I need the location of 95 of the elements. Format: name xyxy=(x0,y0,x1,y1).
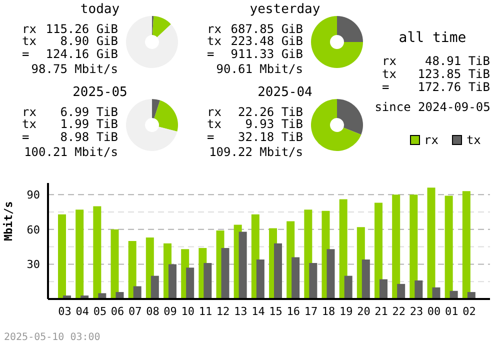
x-tick-label: 03 xyxy=(58,304,72,318)
text: 109.22 Mbit/s xyxy=(208,145,303,159)
bar xyxy=(110,229,119,299)
text: rx 48.91 TiB xyxy=(382,54,490,68)
chart-title: 2025-04 xyxy=(256,85,314,100)
x-tick-label: 15 xyxy=(269,304,282,318)
bar xyxy=(309,263,318,299)
text: rx 22.26 TiB xyxy=(207,105,303,119)
bar xyxy=(128,241,136,299)
bar xyxy=(150,276,159,299)
bar xyxy=(362,260,370,299)
text: all time xyxy=(398,30,468,46)
donut-slice xyxy=(311,99,362,151)
text: 100.21 Mbit/s xyxy=(23,145,118,159)
donut-slice xyxy=(152,16,171,38)
bar xyxy=(186,268,194,299)
y-tick-label: 60 xyxy=(26,223,40,236)
donut-slice xyxy=(152,99,160,118)
x-tick-label: 08 xyxy=(146,304,160,318)
bar xyxy=(93,206,102,299)
legend-label: rx xyxy=(424,133,438,147)
bar xyxy=(462,191,470,299)
x-tick-label: 21 xyxy=(374,304,388,318)
x-tick-label: 12 xyxy=(216,304,230,318)
x-tick-label: 20 xyxy=(357,304,370,318)
bar xyxy=(444,196,453,299)
text: = 911.33 GiB xyxy=(207,47,303,61)
x-tick-label: 04 xyxy=(76,304,90,318)
x-tick-label: 14 xyxy=(252,304,266,318)
bar xyxy=(414,280,423,299)
bar xyxy=(204,263,212,299)
bar xyxy=(339,199,348,299)
text: since 2024-09-05 xyxy=(374,100,492,114)
x-tick-label: 09 xyxy=(164,304,177,318)
x-tick-label: 18 xyxy=(322,304,336,318)
donut-slice xyxy=(311,16,363,68)
bar xyxy=(326,249,335,299)
bar xyxy=(58,214,66,299)
x-tick-label: 13 xyxy=(234,304,248,318)
text: tx 223.48 GiB xyxy=(207,34,303,48)
text: tx 9.93 TiB xyxy=(207,117,303,131)
text: 90.61 Mbit/s xyxy=(215,62,303,76)
text: 2025-05-10 03:00 xyxy=(4,332,100,343)
text: = 172.76 TiB xyxy=(382,80,490,94)
x-tick-label: 10 xyxy=(181,304,194,318)
bar xyxy=(76,210,84,299)
chart-title: today xyxy=(79,2,121,17)
bar xyxy=(168,264,176,299)
text: = 32.18 TiB xyxy=(207,130,303,144)
text: tx 1.99 TiB xyxy=(22,117,118,131)
text: 98.75 Mbit/s xyxy=(30,62,118,76)
bar xyxy=(392,194,400,299)
x-tick-label: 02 xyxy=(462,304,476,318)
text: rx 115.26 GiB xyxy=(22,22,118,36)
x-tick-label: 16 xyxy=(286,304,300,318)
bar xyxy=(432,287,440,299)
text: = 8.98 TiB xyxy=(22,130,118,144)
y-axis-title: Mbit/s xyxy=(2,201,15,241)
x-tick-label: 07 xyxy=(128,304,142,318)
bar xyxy=(344,276,352,299)
text: rx 687.85 GiB xyxy=(207,22,303,36)
y-tick-label: 30 xyxy=(26,258,40,272)
x-tick-label: 17 xyxy=(304,304,318,318)
donut-slice xyxy=(337,99,363,135)
x-tick-label: 11 xyxy=(198,304,212,318)
donut-slice xyxy=(126,99,178,151)
bar xyxy=(238,232,247,299)
legend-label: tx xyxy=(466,133,481,147)
bar xyxy=(133,286,142,299)
donut-slice xyxy=(154,100,178,132)
text: tx 123.85 TiB xyxy=(382,67,490,81)
chart-title: 2025-05 xyxy=(72,85,128,100)
chart-title: yesterday xyxy=(248,2,322,17)
bar xyxy=(274,243,282,299)
y-tick-label: 90 xyxy=(26,188,40,202)
bar xyxy=(397,284,406,299)
bar xyxy=(427,188,436,299)
x-tick-label: 19 xyxy=(340,304,353,318)
x-tick-label: 23 xyxy=(410,304,424,318)
text: rx 6.99 TiB xyxy=(22,105,118,119)
bar xyxy=(292,257,300,299)
bar xyxy=(410,194,418,299)
x-tick-label: 00 xyxy=(427,304,441,318)
donut-slice xyxy=(126,16,178,68)
x-tick-label: 01 xyxy=(445,304,458,318)
bar xyxy=(221,248,230,299)
bar xyxy=(256,260,264,299)
text: tx 8.90 GiB xyxy=(22,34,118,48)
text: = 124.16 GiB xyxy=(22,47,118,61)
donut-slice xyxy=(337,16,363,42)
x-tick-label: 22 xyxy=(392,304,406,318)
bar xyxy=(374,202,382,299)
bar xyxy=(380,279,388,299)
x-tick-label: 05 xyxy=(93,304,107,318)
x-tick-label: 06 xyxy=(110,304,124,318)
